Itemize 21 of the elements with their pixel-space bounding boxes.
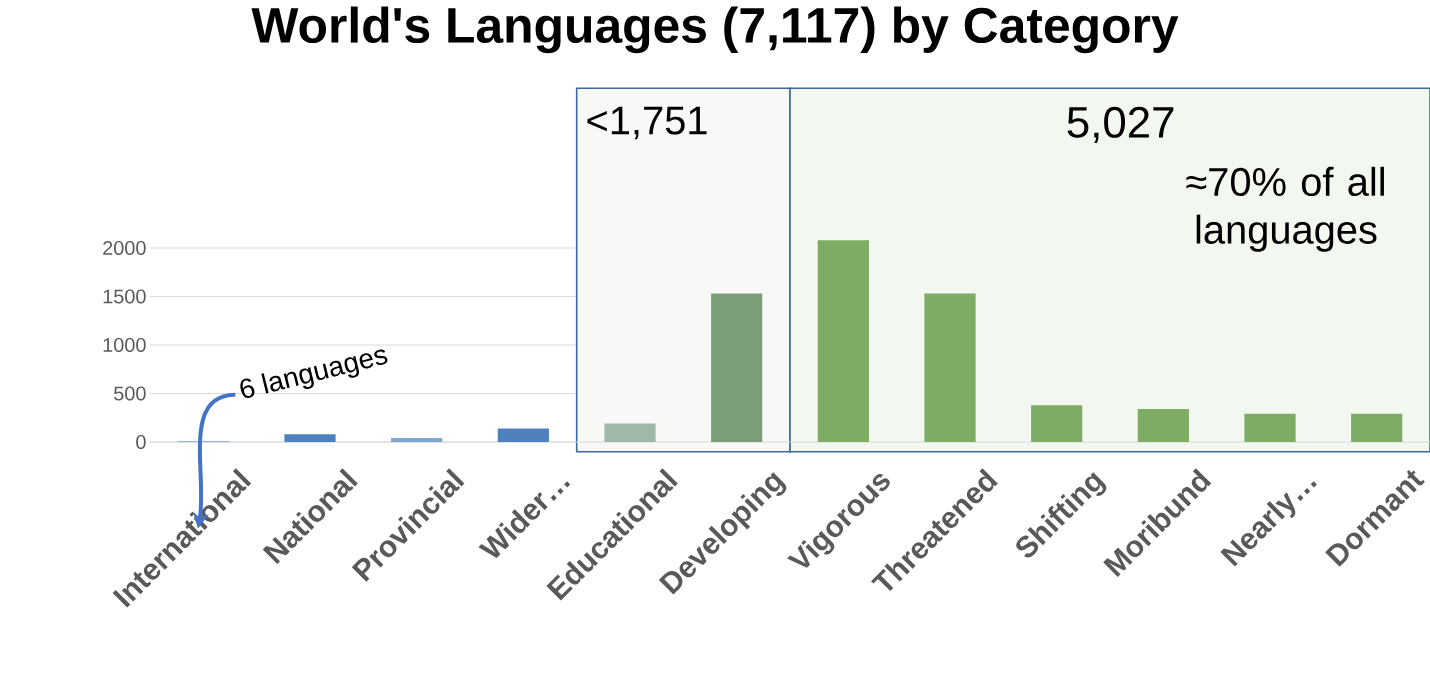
annotation: 6 languages [240,349,388,399]
bar [604,423,656,442]
bar [711,293,763,442]
bar [924,293,976,442]
bar [497,428,549,442]
y-tick-label: 1500 [103,289,146,304]
bar [1031,405,1083,442]
bar [817,240,869,442]
bar [391,438,443,442]
y-tick-label: 1000 [103,337,146,353]
annotation: ≈70% of all languages [1186,166,1384,252]
band-label: <1,751 [587,106,707,140]
y-tick-label: 500 [114,386,146,401]
bar [1137,409,1189,442]
bar [284,434,336,442]
y-tick-label: 0 [136,434,146,450]
band-label: 5,027 [1067,106,1174,144]
bar [1351,413,1403,442]
bar [1244,413,1296,442]
y-tick-label: 2000 [103,240,146,256]
chart-title: World's Languages (7,117) by Category [251,6,1179,54]
